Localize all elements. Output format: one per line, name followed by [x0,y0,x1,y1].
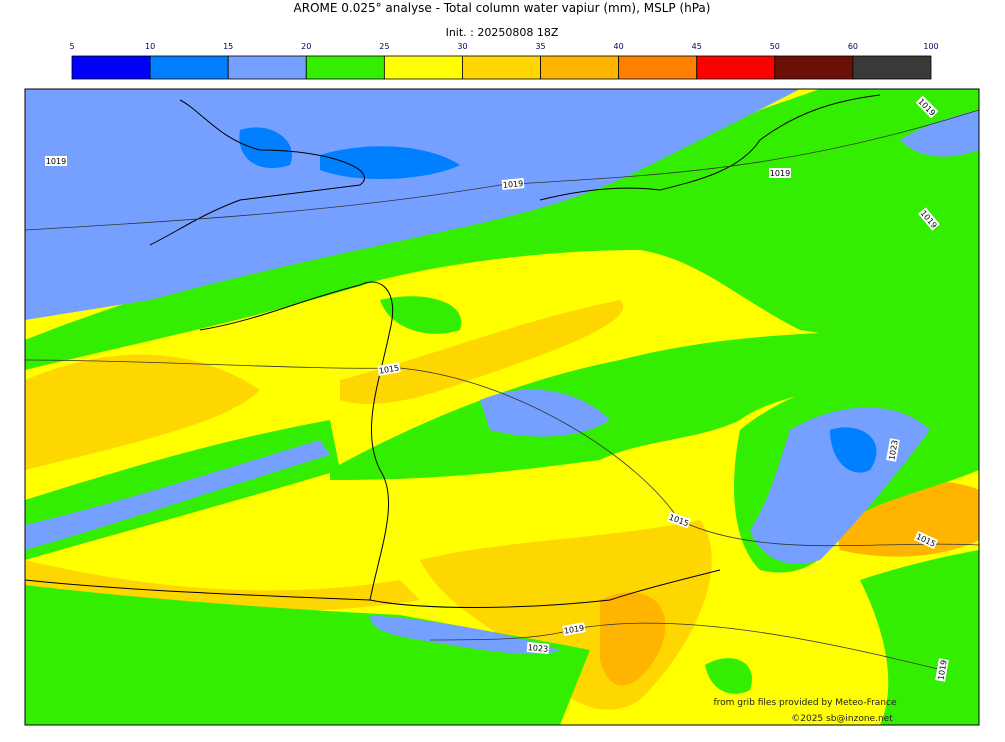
colorbar-tick-label: 60 [848,42,858,51]
contour-label-box [935,658,949,682]
map-frame [24,88,980,726]
contour-label-box [769,168,791,178]
contour-label: 1019 [562,622,586,636]
contour-label: 1015 [377,362,401,376]
vapour-area [25,585,590,725]
vapour-area [320,146,460,180]
vapour-area [600,592,666,686]
contour-label: 1019 [501,178,525,190]
colorbar-swatch [305,55,385,80]
colorbar-tick-label: 20 [301,42,311,51]
vapour-area [900,110,979,157]
contour-label-text: 1023 [887,439,899,461]
colorbar-tick-label: 10 [145,42,155,51]
colorbar-swatch [71,55,151,80]
contour-label-box [913,530,939,550]
contour-label: 1019 [935,658,949,682]
colorbar-tick-label: 40 [614,42,624,51]
colorbar-swatch [383,55,463,80]
contour-label-text: 1015 [378,363,400,375]
vapour-area [750,407,930,564]
vapour-area [340,300,624,404]
vapour-area [239,127,292,169]
colorbar: 5 10 15 20 25 30 35 40 45 50 60 100 [69,42,939,80]
vapour-area [330,330,979,480]
title: AROME 0.025° analyse - Total column wate… [294,1,711,15]
colorbar-swatch [149,55,229,80]
contour-label-text: 1019 [770,169,790,178]
vapour-area [860,550,979,725]
contour-label-text: 1019 [46,157,66,166]
colorbar-tick-label: 50 [770,42,780,51]
colorbar-swatch [618,55,698,80]
vapour-area [830,427,877,473]
vapour-area [705,658,752,694]
colorbar-tick-label: 35 [535,42,545,51]
contour-label-text: 1019 [936,659,948,681]
contour-label: 1019 [769,168,791,178]
vapour-area [25,354,260,470]
contour-label-box [918,207,940,231]
colorbar-tick-label: 45 [692,42,702,51]
contour-label-box [915,95,939,119]
colorbar-tick-label: 5 [69,42,74,51]
contour-label-box [526,642,550,654]
contour-label-box [666,511,692,529]
vapour-area [380,296,462,334]
contour-label-box [562,622,586,636]
colorbar-swatch [227,55,307,80]
colorbar-swatch [540,55,620,80]
colorbar-tick-label: 25 [379,42,389,51]
contour-label-box [377,362,401,376]
colorbar-swatch [696,55,776,80]
vapour-area [370,615,560,655]
colorbar-tick-label: 100 [923,42,938,51]
contour-label-box [501,178,525,190]
contour-label-box [886,438,900,462]
contour-label: 1019 [45,156,67,166]
credit: ©2025 sb@inzone.net [791,714,893,724]
contour-label-box [45,156,67,166]
subtitle: Init. : 20250808 18Z [446,26,559,39]
colorbar-swatch [774,55,854,80]
colorbar-tick-label: 30 [457,42,467,51]
contour-label-text: 1023 [527,643,548,654]
colorbar-tick-label: 15 [223,42,233,51]
colorbar-swatch [852,55,932,80]
contour-label: 1023 [886,438,900,462]
credit: from grib files provided by Meteo-France [713,698,896,708]
vapour-area [25,89,800,320]
coastlines [25,94,881,608]
colorbar-swatch [462,55,541,80]
isobars [25,109,979,671]
map: 1019101910191019101910151023101510151019… [25,89,979,725]
vapour-area [480,389,610,437]
contour-label: 1023 [526,642,550,654]
contour-label-text: 1019 [503,179,524,190]
contour-label-text: 1019 [563,623,585,635]
vapour-area [25,440,330,550]
